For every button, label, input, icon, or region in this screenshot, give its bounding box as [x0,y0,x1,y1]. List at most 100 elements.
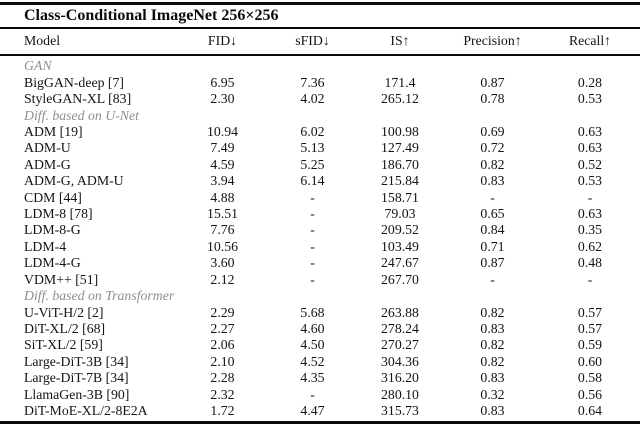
value-cell: 158.71 [381,189,419,205]
value-cell: 0.78 [480,91,505,107]
value-cell: 0.63 [577,206,603,222]
section-row: Diff. based on Transformer [0,288,640,304]
value-cell: 15.51 [206,206,239,222]
value-cell: 278.24 [381,320,419,336]
value-cell: 5.13 [300,140,325,156]
value-cell: 4.60 [300,320,325,336]
value-cell: - [310,386,315,402]
value-cell: 0.53 [577,173,603,189]
value-cell: 0.69 [480,124,505,140]
value-cell: 0.64 [577,402,603,418]
value-cell: - [490,189,495,205]
value-cell: 0.83 [480,320,505,336]
value-cell: 2.10 [210,353,235,369]
column-header-sfid: sFID↓ [270,28,355,57]
table-row: LDM-8-G 7.76 - 209.52 0.84 0.35 [0,222,640,238]
model-cell: LlamaGen-3B [90] [24,386,130,402]
table-row: U-ViT-H/2 [2] 2.29 5.68 263.88 0.82 0.57 [0,305,640,321]
table-row: LDM-8 [78] 15.51 - 79.03 0.65 0.63 [0,206,640,222]
table-row: ADM-G, ADM-U 3.94 6.14 215.84 0.83 0.53 [0,173,640,189]
table-row: LDM-4 10.56 - 103.49 0.71 0.62 [0,239,640,255]
model-cell: DiT-XL/2 [68] [24,320,106,336]
value-cell: 6.95 [210,74,235,90]
value-cell: 215.84 [381,173,419,189]
table-row: ADM-G 4.59 5.25 186.70 0.82 0.52 [0,157,640,173]
value-cell: 0.63 [577,140,603,156]
value-cell: 0.62 [577,238,603,254]
value-cell: 280.10 [381,386,419,402]
value-cell: 4.47 [300,402,325,418]
value-cell: 100.98 [381,124,419,140]
table-row: Large-DiT-3B [34] 2.10 4.52 304.36 0.82 0.60 [0,354,640,370]
model-cell: ADM-U [24,140,71,156]
model-cell: StyleGAN-XL [83] [24,91,132,107]
value-cell: 5.25 [300,156,325,172]
model-cell: CDM [44] [24,189,82,205]
value-cell: 2.27 [210,320,235,336]
value-cell: 0.58 [577,370,603,386]
value-cell: - [587,189,593,205]
table-row: DiT-XL/2 [68] 2.27 4.60 278.24 0.83 0.57 [0,321,640,337]
section-label: Diff. based on Transformer [24,288,175,304]
table-title-row: Class-Conditional ImageNet 256×256 [0,5,640,29]
value-cell: 270.27 [381,337,419,353]
value-cell: 0.72 [480,140,505,156]
value-cell: 4.88 [210,189,235,205]
model-cell: Large-DiT-7B [34] [24,370,129,386]
table-row: DiT-MoE-XL/2-8E2A 1.72 4.47 315.73 0.83 0.64 [0,403,640,423]
value-cell: 4.02 [300,91,325,107]
model-cell: SiT-XL/2 [59] [24,337,103,353]
value-cell: 304.36 [381,353,419,369]
value-cell: 0.48 [577,255,603,271]
model-cell: BigGAN-deep [7] [24,74,125,90]
table-row: ADM [19] 10.94 6.02 100.98 0.69 0.63 [0,124,640,140]
value-cell: 0.71 [480,238,505,254]
value-cell: - [310,271,315,287]
value-cell: 5.68 [300,304,325,320]
value-cell: 0.63 [577,124,603,140]
model-cell: LDM-4-G [24,255,81,271]
value-cell: 247.67 [381,255,419,271]
value-cell: 0.82 [480,156,505,172]
value-cell: 2.12 [210,271,235,287]
value-cell: 315.73 [381,402,419,418]
section-row: GAN [0,55,640,74]
value-cell: - [310,206,315,222]
table-row: StyleGAN-XL [83] 2.30 4.02 265.12 0.78 0.53 [0,91,640,107]
value-cell: 186.70 [381,156,419,172]
results-table: Class-Conditional ImageNet 256×256 Model… [0,5,640,425]
model-cell: ADM-G, ADM-U [24,173,124,189]
section-row: Diff. based on U-Net [0,108,640,124]
value-cell: 3.60 [210,255,235,271]
value-cell: 0.84 [480,222,505,238]
value-cell: 0.83 [480,402,505,418]
model-cell: U-ViT-H/2 [2] [24,304,104,320]
value-cell: - [310,189,315,205]
table-row: BigGAN-deep [7] 6.95 7.36 171.4 0.87 0.28 [0,75,640,91]
value-cell: - [310,238,315,254]
column-header-row: Model FID↓ sFID↓ IS↑ Precision↑ Recall↑ [0,28,640,57]
value-cell: 0.53 [577,91,603,107]
column-header-model: Model [0,28,175,57]
table-row: LlamaGen-3B [90] 2.32 - 280.10 0.32 0.56 [0,387,640,403]
value-cell: 2.28 [210,370,235,386]
model-cell: Large-DiT-3B [34] [24,353,129,369]
value-cell: - [490,271,495,287]
value-cell: 4.35 [300,370,325,386]
section-label: Diff. based on U-Net [24,107,139,123]
value-cell: 0.57 [577,320,603,336]
value-cell: 316.20 [381,370,419,386]
value-cell: 7.36 [300,74,325,90]
value-cell: 265.12 [381,91,419,107]
value-cell: 267.70 [381,271,419,287]
column-header-is: IS↑ [355,28,445,57]
table-row: CDM [44] 4.88 - 158.71 - - [0,190,640,206]
model-cell: VDM++ [51] [24,271,99,287]
value-cell: 4.52 [300,353,325,369]
column-header-precision: Precision↑ [445,28,540,57]
value-cell: 79.03 [384,206,416,222]
section-label: GAN [24,58,52,74]
model-cell: ADM-G [24,156,71,172]
value-cell: 2.29 [210,304,235,320]
